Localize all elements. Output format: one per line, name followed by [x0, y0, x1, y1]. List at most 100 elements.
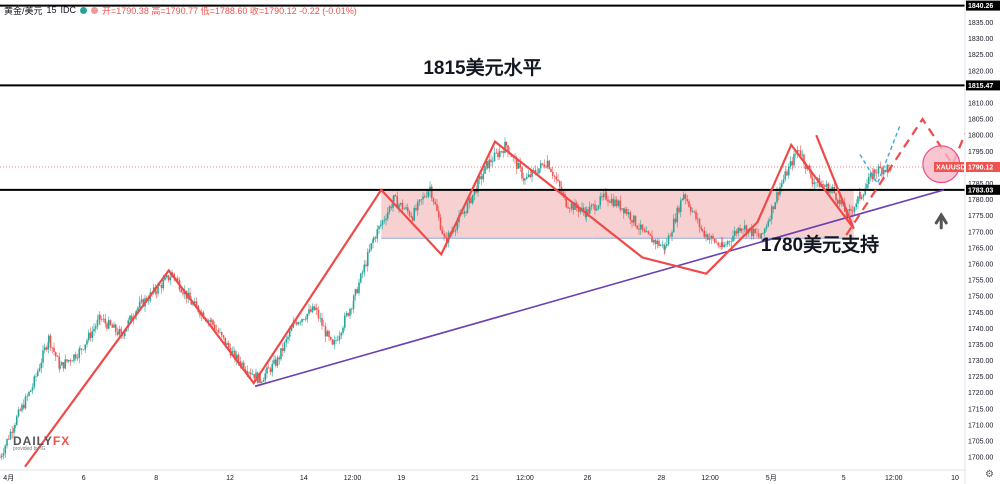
candle-body [43, 347, 46, 351]
y-tick-label: 1795.00 [968, 149, 993, 156]
candle-body [760, 233, 763, 239]
candle-body [359, 273, 362, 283]
candle-body [436, 204, 438, 211]
alert-icon[interactable] [91, 6, 99, 14]
candle-body [877, 166, 880, 174]
candle-body [267, 367, 270, 369]
candle-body [59, 365, 61, 369]
candle-body [6, 438, 8, 446]
candle-body [823, 185, 826, 187]
candle-body [482, 173, 485, 180]
candle-body [35, 375, 37, 377]
candle-body [465, 211, 467, 213]
y-tick-label: 1745.00 [968, 310, 993, 317]
candle-body [780, 183, 783, 187]
candle-body [679, 200, 682, 213]
candle-body [311, 306, 314, 312]
candle-body [801, 154, 804, 156]
candle-body [317, 309, 320, 319]
candle-body [304, 319, 307, 320]
settings-gear-icon[interactable]: ⚙ [985, 469, 994, 480]
y-tick-label: 1740.00 [968, 326, 993, 333]
candle-body [76, 357, 79, 359]
candle-body [799, 150, 802, 156]
candle-body [207, 320, 210, 322]
candle-body [625, 209, 628, 215]
candle-body [713, 238, 716, 243]
candle-body [534, 170, 537, 173]
candle-body [420, 199, 423, 201]
candle-body [392, 195, 395, 202]
candle-body [158, 285, 161, 286]
x-tick-label: 4月 [3, 474, 14, 482]
x-tick-label: 19 [397, 475, 405, 482]
candle-body [478, 176, 481, 180]
candle-body [167, 275, 170, 281]
candle-body [497, 152, 499, 158]
candle-body [621, 208, 623, 210]
candle-body [803, 154, 805, 165]
candle-body [536, 172, 539, 174]
candle-body [28, 391, 30, 396]
candle-body [612, 198, 615, 207]
candle-body [619, 200, 622, 210]
candle-body [468, 197, 471, 204]
candle-body [413, 208, 416, 221]
candle-body [368, 249, 371, 253]
candle-body [810, 170, 812, 178]
candle-body [491, 161, 494, 163]
candle-body [138, 301, 141, 308]
candle-body [815, 182, 817, 183]
y-tick-label: 1800.00 [968, 133, 993, 140]
zigzag-line [24, 134, 855, 468]
candle-body [886, 164, 889, 172]
candle-body [24, 396, 27, 409]
candle-body [155, 292, 158, 294]
candle-body [553, 175, 556, 177]
x-tick-label: 12:00 [344, 475, 362, 482]
candle-body [490, 159, 492, 163]
candle-body [0, 455, 3, 458]
candle-body [779, 186, 781, 195]
y-tick-label: 1735.00 [968, 342, 993, 349]
candle-body [226, 343, 228, 346]
y-tick-label: 1705.00 [968, 439, 993, 446]
x-tick-label: 5月 [766, 474, 777, 482]
candle-body [822, 184, 824, 186]
candle-body [253, 374, 256, 379]
candle-body [370, 243, 373, 250]
candle-body [66, 359, 68, 362]
level-tag-2: 1783.03 [968, 187, 993, 194]
candle-body [147, 300, 150, 302]
candle-body [743, 225, 746, 230]
interval-label[interactable]: 15 [46, 5, 57, 15]
candle-body [473, 189, 476, 195]
candle-body [567, 207, 569, 209]
candle-body [757, 233, 760, 237]
candle-body [555, 176, 558, 180]
y-tick-label: 1780.00 [968, 197, 993, 204]
candle-body [767, 220, 770, 227]
candle-body [162, 280, 165, 289]
candle-body [793, 154, 795, 166]
symbol-label[interactable]: 黄金/美元 [4, 5, 43, 16]
candle-body [352, 295, 355, 302]
candle-body [696, 218, 699, 220]
candle-body [283, 342, 286, 351]
candle-body [224, 337, 227, 346]
candle-body [17, 409, 20, 417]
candle-body [266, 367, 268, 374]
candle-body [11, 431, 14, 433]
candle-body [654, 239, 657, 245]
candle-body [222, 335, 225, 338]
x-tick-label: 21 [471, 475, 479, 482]
candle-body [669, 235, 672, 237]
candle-body [425, 196, 428, 198]
candle-body [582, 207, 585, 212]
candle-body [857, 196, 859, 204]
candle-body [315, 307, 318, 310]
candle-body [519, 163, 522, 168]
candle-body [791, 161, 794, 166]
candle-body [84, 344, 87, 350]
